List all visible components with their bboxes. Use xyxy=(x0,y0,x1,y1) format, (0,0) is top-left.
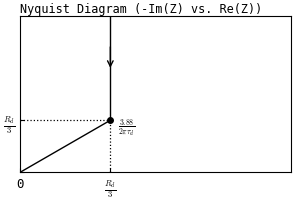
Text: Nyquist Diagram (-Im(Z) vs. Re(Z)): Nyquist Diagram (-Im(Z) vs. Re(Z)) xyxy=(20,3,262,16)
Text: $\frac{3.88}{2\pi\tau_d}$: $\frac{3.88}{2\pi\tau_d}$ xyxy=(118,117,136,137)
